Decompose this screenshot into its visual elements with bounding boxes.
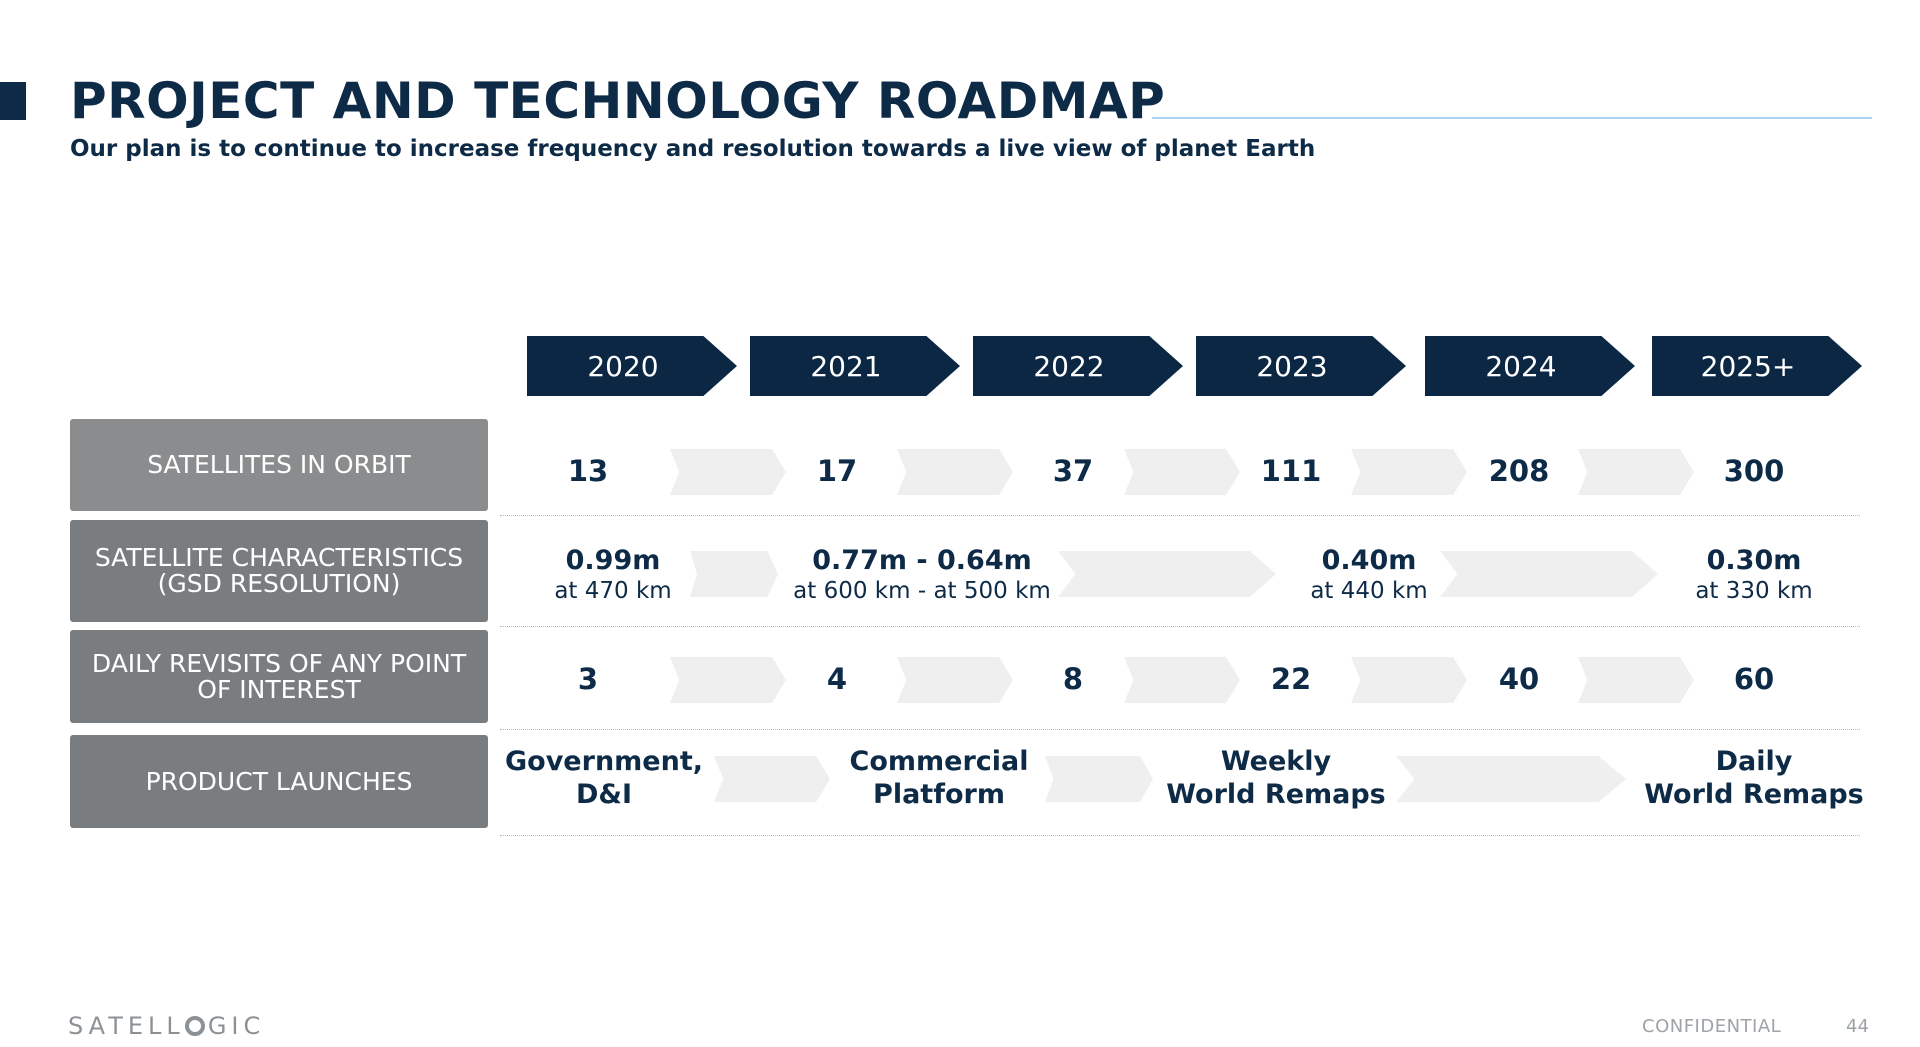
- satellites-value-2022: 37: [1052, 454, 1094, 488]
- row-label-satellites: SATELLITES IN ORBIT: [70, 419, 488, 511]
- satellites-value-2025-plus: 300: [1723, 454, 1785, 488]
- resolution-2020: 0.99m at 470 km: [483, 545, 743, 605]
- resolution-value: 0.30m: [1706, 545, 1802, 576]
- revisits-value-2024: 40: [1498, 662, 1540, 696]
- progress-chevron: [1351, 657, 1467, 703]
- row-divider: [500, 729, 1860, 730]
- resolution-2021-2022: 0.77m - 0.64m at 600 km - at 500 km: [792, 545, 1052, 605]
- satellites-value-2023: 111: [1260, 454, 1322, 488]
- row-label-revisits: DAILY REVISITS OF ANY POINT OF INTEREST: [70, 630, 488, 723]
- launch-line: Daily: [1715, 746, 1793, 777]
- progress-chevron: [670, 657, 786, 703]
- row-label-characteristics: SATELLITE CHARACTERISTICS (GSD RESOLUTIO…: [70, 520, 488, 622]
- launch-line: World Remaps: [1166, 779, 1386, 810]
- launch-weekly-world-remaps: Weekly World Remaps: [1156, 745, 1396, 811]
- page-subtitle: Our plan is to continue to increase freq…: [70, 136, 1316, 162]
- resolution-altitude: at 470 km: [554, 578, 672, 604]
- title-accent-bar: [0, 82, 26, 120]
- title-rule: [1152, 117, 1872, 119]
- logo-orbit-icon: [184, 1016, 205, 1036]
- progress-chevron: [1058, 551, 1276, 597]
- revisits-value-2020: 3: [577, 662, 599, 696]
- logo-text-right: GIC: [207, 1012, 266, 1040]
- year-arrow-2020: 2020: [527, 336, 737, 396]
- progress-chevron: [1578, 449, 1694, 495]
- launch-line: Government,: [505, 746, 703, 777]
- satellites-value-2021: 17: [816, 454, 858, 488]
- year-arrow-2021: 2021: [750, 336, 960, 396]
- revisits-value-2025-plus: 60: [1733, 662, 1775, 696]
- row-divider: [500, 515, 1860, 516]
- launch-line: Weekly: [1220, 746, 1332, 777]
- confidential-label: CONFIDENTIAL: [1642, 1016, 1782, 1037]
- page-number: 44: [1846, 1016, 1869, 1037]
- resolution-value: 0.77m - 0.64m: [812, 545, 1032, 576]
- revisits-value-2021: 4: [826, 662, 848, 696]
- satellites-value-2024: 208: [1488, 454, 1550, 488]
- resolution-value: 0.40m: [1321, 545, 1417, 576]
- progress-chevron: [1578, 657, 1694, 703]
- launch-line: Platform: [873, 779, 1005, 810]
- launch-line: Commercial: [849, 746, 1029, 777]
- year-arrow-2023: 2023: [1196, 336, 1406, 396]
- progress-chevron: [1440, 551, 1658, 597]
- resolution-2023: 0.40m at 440 km: [1239, 545, 1499, 605]
- page-title: PROJECT AND TECHNOLOGY ROADMAP: [70, 72, 1166, 130]
- revisits-value-2023: 22: [1270, 662, 1312, 696]
- resolution-value: 0.99m: [565, 545, 661, 576]
- progress-chevron: [1045, 756, 1153, 802]
- progress-chevron: [897, 657, 1013, 703]
- satellogic-logo: SATELL GIC: [68, 1012, 265, 1040]
- satellites-value-2020: 13: [567, 454, 609, 488]
- launch-daily-world-remaps: Daily World Remaps: [1634, 745, 1874, 811]
- revisits-value-2022: 8: [1062, 662, 1084, 696]
- year-arrow-2025-plus: 2025+: [1652, 336, 1862, 396]
- launch-line: World Remaps: [1644, 779, 1864, 810]
- year-arrow-2024: 2024: [1425, 336, 1635, 396]
- progress-chevron: [1396, 756, 1626, 802]
- launch-line: D&I: [575, 779, 632, 810]
- progress-chevron: [1124, 657, 1240, 703]
- progress-chevron: [690, 551, 778, 597]
- progress-chevron: [897, 449, 1013, 495]
- launch-government: Government, D&I: [484, 745, 724, 811]
- resolution-altitude: at 600 km - at 500 km: [793, 578, 1051, 604]
- resolution-2025-plus: 0.30m at 330 km: [1624, 545, 1884, 605]
- resolution-altitude: at 440 km: [1310, 578, 1428, 604]
- row-label-launches: PRODUCT LAUNCHES: [70, 735, 488, 828]
- row-divider: [500, 626, 1860, 627]
- year-arrow-2022: 2022: [973, 336, 1183, 396]
- logo-text-left: SATELL: [68, 1012, 185, 1040]
- resolution-altitude: at 330 km: [1695, 578, 1813, 604]
- progress-chevron: [1124, 449, 1240, 495]
- progress-chevron: [670, 449, 786, 495]
- progress-chevron: [714, 756, 830, 802]
- progress-chevron: [1351, 449, 1467, 495]
- launch-commercial-platform: Commercial Platform: [819, 745, 1059, 811]
- row-divider: [500, 835, 1860, 836]
